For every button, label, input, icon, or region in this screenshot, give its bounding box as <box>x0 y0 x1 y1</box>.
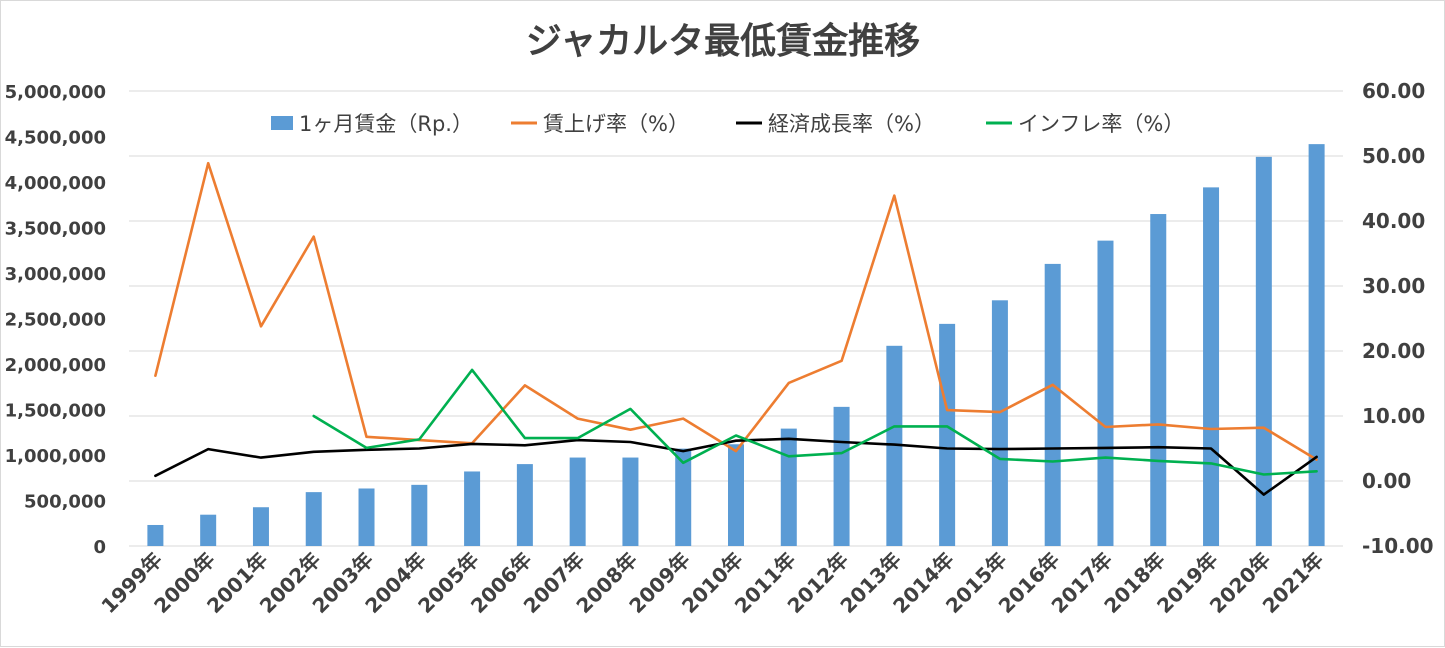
x-axis: 1999年2000年2001年2002年2003年2004年2005年2006年… <box>96 548 1328 618</box>
right-axis-tick-label: 40.00 <box>1362 209 1425 233</box>
wage-bar <box>464 471 481 546</box>
right-axis-tick-label: 20.00 <box>1362 339 1425 363</box>
wage-bar <box>200 514 217 546</box>
wage-bar <box>1255 156 1272 546</box>
left-axis-tick-label: 0 <box>93 537 106 558</box>
right-axis-tick-label: 50.00 <box>1362 144 1425 168</box>
wage-bar <box>1308 144 1325 546</box>
chart-title: ジャカルタ最低賃金推移 <box>526 20 920 62</box>
series-line <box>154 437 1318 496</box>
wage-bar <box>622 457 639 546</box>
left-axis-tick-label: 4,000,000 <box>5 173 106 194</box>
left-axis-tick-label: 500,000 <box>24 492 106 513</box>
wage-bar <box>833 406 850 546</box>
wage-bar <box>1203 187 1220 546</box>
right-axis-tick-label: 10.00 <box>1362 404 1425 428</box>
left-axis-tick-label: 2,000,000 <box>5 355 106 376</box>
wage-bar <box>411 484 428 546</box>
wage-bar <box>939 323 956 546</box>
right-axis-tick-label: -10.00 <box>1362 534 1434 558</box>
wage-bar <box>991 300 1008 546</box>
left-y-axis: 0 500,000 1,000,000 1,500,000 2,000,000 2,500… <box>5 82 106 558</box>
left-axis-tick-label: 3,500,000 <box>5 219 106 240</box>
legend-swatch <box>271 116 293 130</box>
series-line <box>154 161 1318 461</box>
bar-series <box>147 144 1325 546</box>
wage-bar <box>569 457 586 546</box>
left-axis-tick-label: 1,500,000 <box>5 401 106 422</box>
left-axis-tick-label: 5,000,000 <box>5 82 106 103</box>
left-axis-tick-label: 1,000,000 <box>5 446 106 467</box>
wage-bar <box>1150 214 1167 546</box>
right-axis-tick-label: 0.00 <box>1362 469 1411 493</box>
legend-label: 経済成長率（%） <box>768 112 935 136</box>
wage-bar <box>516 464 533 546</box>
wage-bar <box>675 448 692 546</box>
wage-bar <box>147 524 164 546</box>
wage-bar <box>1044 263 1061 546</box>
left-axis-tick-label: 4,500,000 <box>5 128 106 149</box>
wage-bar <box>358 488 375 546</box>
legend-label: 賃上げ率（%） <box>543 112 689 136</box>
wage-bar <box>780 428 797 546</box>
gridlines <box>129 90 1343 547</box>
right-axis-tick-label: 30.00 <box>1362 274 1425 298</box>
legend-label: インフレ率（%） <box>1018 112 1184 136</box>
legend: 1ヶ月賃金（Rp.） 賃上げ率（%） 経済成長率（%） インフレ率（%） <box>271 112 1184 136</box>
wage-bar <box>252 507 269 546</box>
left-axis-tick-label: 2,500,000 <box>5 310 106 331</box>
series-line <box>312 368 1318 476</box>
right-y-axis: -10.00 0.00 10.00 20.00 30.00 40.00 50.00 60.00 <box>1362 79 1434 558</box>
wage-bar <box>305 492 322 546</box>
right-axis-tick-label: 60.00 <box>1362 79 1425 103</box>
wage-bar <box>728 444 744 546</box>
line-series <box>154 161 1318 496</box>
legend-label: 1ヶ月賃金（Rp.） <box>299 112 473 136</box>
left-axis-tick-label: 3,000,000 <box>5 264 106 285</box>
wage-bar <box>1097 240 1114 546</box>
